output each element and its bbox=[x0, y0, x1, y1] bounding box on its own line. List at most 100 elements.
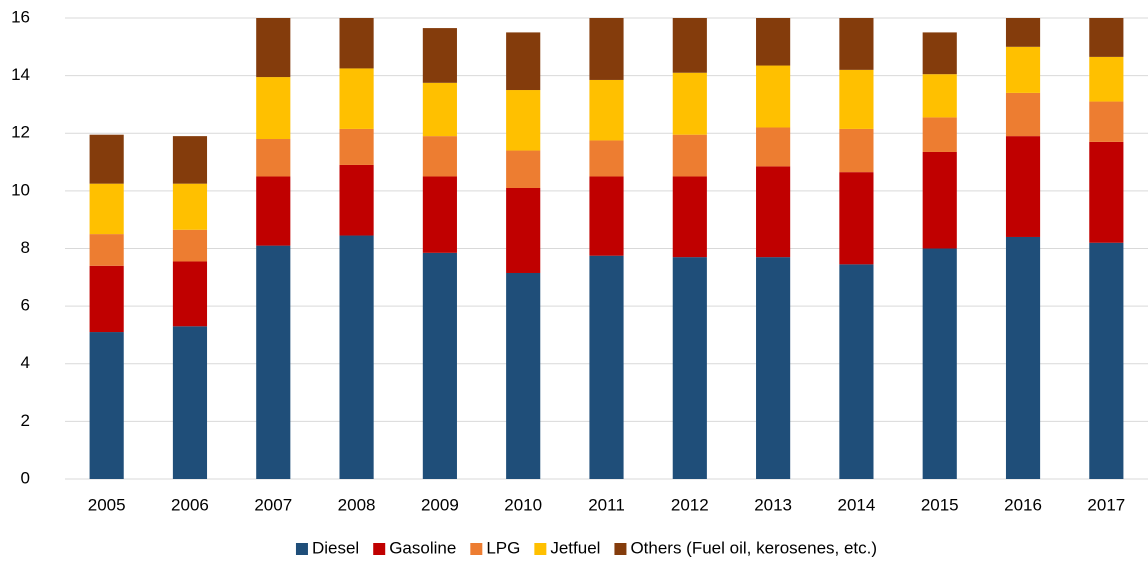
legend-item: Gasoline bbox=[373, 538, 456, 557]
y-tick-label: 8 bbox=[21, 238, 30, 257]
labels: 0 2 4 6 8 10 12 14 16 2005 2006 2007 2008 2009 2010 201… bbox=[11, 7, 1125, 514]
legend-label: LPG bbox=[486, 538, 520, 557]
bar-segment bbox=[422, 176, 457, 253]
bar-segment bbox=[339, 68, 374, 129]
bar-segment bbox=[1089, 101, 1124, 142]
bar-segment bbox=[756, 18, 791, 66]
x-tick-label: 2012 bbox=[671, 495, 709, 514]
x-tick-label: 2013 bbox=[754, 495, 792, 514]
bar-segment bbox=[339, 164, 374, 236]
bar-segment bbox=[256, 176, 291, 246]
bar-segment bbox=[256, 139, 291, 177]
bar-segment bbox=[839, 172, 874, 265]
bar-segment bbox=[339, 128, 374, 165]
bar-segment bbox=[589, 18, 624, 80]
bar-segment bbox=[506, 187, 541, 273]
legend-swatch bbox=[470, 543, 483, 555]
legend-label: Others (Fuel oil, kerosenes, etc.) bbox=[630, 538, 877, 557]
bar-segment bbox=[922, 32, 957, 75]
bar-segment bbox=[672, 134, 707, 177]
bar-segment bbox=[422, 82, 457, 137]
bar-segment bbox=[422, 28, 457, 83]
bar-segment bbox=[589, 79, 624, 141]
legend-swatch bbox=[373, 543, 386, 555]
bar-segment bbox=[172, 326, 208, 479]
bar-segment bbox=[506, 272, 541, 479]
y-tick-label: 6 bbox=[21, 296, 30, 315]
legend-label: Jetfuel bbox=[550, 538, 600, 557]
x-tick-label: 2017 bbox=[1087, 495, 1125, 514]
bar-segment bbox=[672, 176, 707, 258]
x-tick-label: 2006 bbox=[171, 495, 209, 514]
x-tick-label: 2016 bbox=[1004, 495, 1042, 514]
legend-swatch bbox=[614, 543, 627, 555]
bar-segment bbox=[839, 128, 874, 173]
bar-segment bbox=[89, 183, 124, 235]
legend-item: Diesel bbox=[295, 538, 359, 557]
x-tick-label: 2011 bbox=[588, 495, 625, 514]
bar-segment bbox=[172, 136, 208, 184]
x-tick-label: 2007 bbox=[254, 495, 292, 514]
x-tick-label: 2009 bbox=[421, 495, 459, 514]
bar-segment bbox=[922, 74, 957, 118]
legend-item: Others (Fuel oil, kerosenes, etc.) bbox=[614, 538, 877, 557]
y-tick-label: 12 bbox=[11, 123, 30, 142]
bar-segment bbox=[506, 32, 541, 91]
legend: Diesel Gasoline LPG Jetfuel Others (Fuel oil… bbox=[295, 538, 877, 557]
y-tick-label: 0 bbox=[21, 468, 30, 487]
bar-segment bbox=[1005, 18, 1041, 47]
y-tick-label: 14 bbox=[11, 65, 30, 84]
bar-segment bbox=[1005, 46, 1041, 93]
bar-segment bbox=[89, 332, 124, 479]
bar-segment bbox=[839, 18, 874, 70]
x-tick-label: 2005 bbox=[88, 495, 126, 514]
legend-label: Gasoline bbox=[389, 538, 456, 557]
bar-segment bbox=[839, 264, 874, 479]
bar-segment bbox=[756, 166, 791, 258]
bar-segment bbox=[922, 151, 957, 249]
bar-segment bbox=[172, 183, 208, 230]
bar-segment bbox=[589, 140, 624, 177]
bar-segment bbox=[422, 252, 457, 479]
bar-segment bbox=[839, 69, 874, 129]
bar-segment bbox=[256, 77, 291, 140]
bar-segment bbox=[172, 229, 208, 262]
bar-segment bbox=[506, 90, 541, 151]
x-tick-label: 2015 bbox=[921, 495, 959, 514]
bar-segment bbox=[172, 261, 208, 327]
bar-segment bbox=[339, 235, 374, 479]
bar-segment bbox=[1005, 136, 1041, 237]
bar-segment bbox=[672, 18, 707, 73]
bar-segment bbox=[589, 176, 624, 256]
bar-segment bbox=[506, 150, 541, 188]
bars bbox=[89, 18, 1124, 479]
y-tick-label: 4 bbox=[21, 353, 30, 372]
legend-swatch bbox=[534, 543, 547, 555]
bar-segment bbox=[922, 117, 957, 152]
x-tick-label: 2014 bbox=[838, 495, 876, 514]
bar-segment bbox=[422, 136, 457, 177]
bar-segment bbox=[756, 127, 791, 167]
bar-segment bbox=[756, 65, 791, 128]
bar-segment bbox=[339, 18, 374, 69]
bar-segment bbox=[256, 245, 291, 479]
bar-segment bbox=[1089, 18, 1124, 57]
y-tick-label: 2 bbox=[21, 411, 30, 430]
bar-segment bbox=[922, 248, 957, 479]
bar-segment bbox=[1005, 236, 1041, 479]
bar-segment bbox=[672, 72, 707, 135]
bar-segment bbox=[1089, 141, 1124, 243]
bar-segment bbox=[89, 234, 124, 266]
bar-segment bbox=[672, 257, 707, 479]
bar-segment bbox=[589, 255, 624, 479]
bar-segment bbox=[1089, 242, 1124, 479]
y-tick-label: 10 bbox=[11, 180, 30, 199]
x-tick-label: 2008 bbox=[338, 495, 376, 514]
bar-segment bbox=[1005, 92, 1041, 137]
legend-swatch bbox=[295, 543, 308, 555]
bar-segment bbox=[89, 265, 124, 333]
bar-segment bbox=[89, 134, 124, 184]
x-tick-label: 2010 bbox=[504, 495, 542, 514]
legend-label: Diesel bbox=[312, 538, 359, 557]
